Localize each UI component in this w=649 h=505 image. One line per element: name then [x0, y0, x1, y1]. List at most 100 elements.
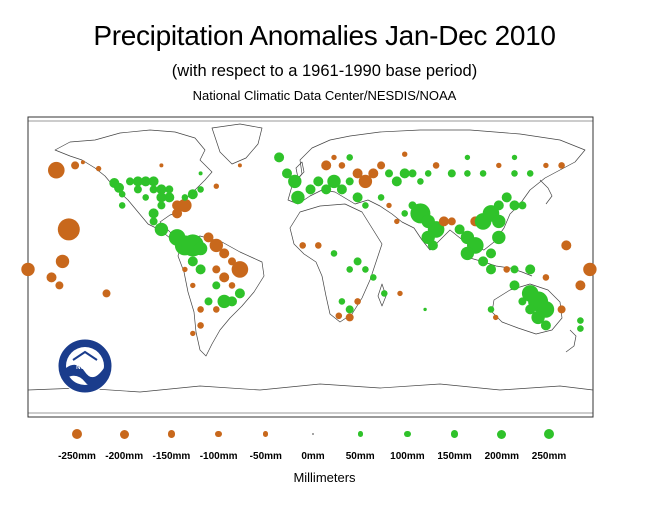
- wet-anomaly-bubble: [423, 307, 427, 312]
- dry-anomaly-bubble: [102, 289, 111, 298]
- legend-label: 0mm: [301, 451, 325, 462]
- wet-anomaly-bubble: [362, 202, 369, 209]
- map-source: National Climatic Data Center/NESDIS/NOA…: [192, 88, 457, 103]
- wet-anomaly-bubble: [511, 154, 518, 161]
- wet-anomaly-bubble: [424, 170, 432, 177]
- legend-swatch: [404, 430, 411, 438]
- wet-anomaly-bubble: [391, 176, 402, 187]
- wet-anomaly-bubble: [156, 192, 167, 203]
- japan-outline: [539, 179, 553, 205]
- wet-anomaly-bubble: [577, 325, 584, 332]
- map-subtitle: (with respect to a 1961-1990 base period…: [171, 62, 478, 80]
- wet-anomaly-bubble: [408, 169, 417, 178]
- dry-anomaly-bubble: [48, 161, 65, 179]
- wet-anomaly-bubble: [140, 176, 151, 187]
- dry-anomaly-bubble: [46, 272, 57, 283]
- wet-anomaly-bubble: [464, 170, 471, 177]
- greenland-outline: [211, 123, 263, 165]
- dry-anomaly-bubble: [159, 163, 164, 168]
- dry-anomaly-bubble: [561, 240, 572, 251]
- wet-anomaly-bubble: [385, 169, 393, 178]
- dry-anomaly-bubble: [55, 254, 70, 269]
- dry-anomaly-bubble: [80, 160, 85, 165]
- dry-anomaly-bubble: [352, 168, 363, 179]
- wet-anomaly-bubble: [509, 280, 520, 291]
- dry-anomaly-bubble: [182, 266, 188, 273]
- dry-anomaly-bubble: [57, 218, 80, 241]
- wet-anomaly-bubble: [274, 152, 285, 163]
- wet-anomaly-bubble: [148, 176, 159, 187]
- dry-anomaly-bubble: [197, 322, 204, 329]
- dry-anomaly-bubble: [71, 161, 80, 170]
- wet-anomaly-bubble: [154, 222, 169, 237]
- wet-anomaly-bubble: [526, 170, 534, 177]
- wet-anomaly-bubble: [181, 194, 189, 201]
- africa-outline: [289, 203, 383, 323]
- wet-anomaly-bubble: [157, 201, 166, 210]
- dry-anomaly-bubble: [231, 261, 249, 278]
- wet-anomaly-bubble: [510, 265, 519, 274]
- wet-anomaly-bubble: [577, 317, 584, 324]
- wet-anomaly-bubble: [487, 306, 495, 313]
- legend-units-label: Millimeters: [293, 470, 356, 485]
- wet-anomaly-bubble: [478, 256, 489, 267]
- wet-anomaly-bubble: [518, 297, 527, 306]
- south-america-outline: [177, 235, 265, 357]
- wet-anomaly-bubble: [327, 174, 341, 189]
- wet-anomaly-bubble: [132, 176, 143, 187]
- legend-label: 100mm: [390, 451, 425, 462]
- wet-anomaly-bubble: [118, 190, 126, 198]
- wet-anomaly-bubble: [399, 168, 410, 179]
- legend-swatch: [167, 430, 176, 438]
- antarctica-outline: [27, 383, 594, 393]
- wet-anomaly-bubble: [321, 184, 332, 195]
- wet-anomaly-bubble: [479, 170, 487, 177]
- wet-anomaly-bubble: [198, 171, 203, 176]
- wet-anomaly-bubble: [313, 176, 324, 187]
- legend-label: 150mm: [437, 451, 472, 462]
- legend-label: -200mm: [105, 451, 144, 462]
- dry-anomaly-bubble: [394, 218, 400, 225]
- legend-swatch: [263, 431, 269, 437]
- dry-anomaly-bubble: [228, 257, 236, 266]
- wet-anomaly-bubble: [511, 170, 518, 177]
- dry-anomaly-bubble: [219, 272, 230, 283]
- wet-anomaly-bubble: [193, 241, 208, 256]
- wet-anomaly-bubble: [291, 190, 305, 205]
- wet-anomaly-bubble: [362, 266, 369, 273]
- wet-anomaly-bubble: [353, 257, 362, 266]
- wet-anomaly-bubble: [525, 304, 536, 315]
- wet-anomaly-bubble: [330, 250, 338, 257]
- dry-anomaly-bubble: [172, 208, 183, 219]
- wet-anomaly-bubble: [346, 266, 354, 273]
- dry-anomaly-bubble: [368, 168, 379, 179]
- noaa-logo-icon: NOAA: [57, 338, 113, 394]
- dry-anomaly-bubble: [358, 174, 373, 189]
- dry-anomaly-bubble: [345, 313, 354, 322]
- wet-anomaly-bubble: [492, 230, 506, 245]
- wet-anomaly-bubble: [486, 264, 496, 275]
- wet-anomaly-bubble: [370, 274, 377, 281]
- noaa-logo: NOAA: [57, 338, 113, 394]
- legend-label: -250mm: [58, 451, 96, 462]
- legend-label: -50mm: [249, 451, 282, 462]
- dry-anomaly-bubble: [190, 330, 196, 337]
- dry-anomaly-bubble: [377, 161, 386, 170]
- wet-anomaly-bubble: [401, 210, 409, 217]
- wet-anomaly-bubble: [142, 194, 149, 201]
- wet-anomaly-bubble: [114, 182, 124, 193]
- legend-swatch: [450, 430, 459, 438]
- dry-anomaly-bubble: [228, 282, 236, 289]
- wet-anomaly-bubble: [525, 264, 536, 275]
- wet-anomaly-bubble: [345, 305, 354, 314]
- wet-anomaly-bubble: [460, 246, 475, 261]
- dry-anomaly-bubble: [338, 162, 346, 169]
- dry-anomaly-bubble: [558, 162, 565, 169]
- dry-anomaly-bubble: [493, 314, 499, 321]
- dry-anomaly-bubble: [212, 265, 221, 274]
- dry-anomaly-bubble: [386, 202, 392, 209]
- legend-swatch: [357, 431, 363, 437]
- wet-anomaly-bubble: [540, 320, 551, 331]
